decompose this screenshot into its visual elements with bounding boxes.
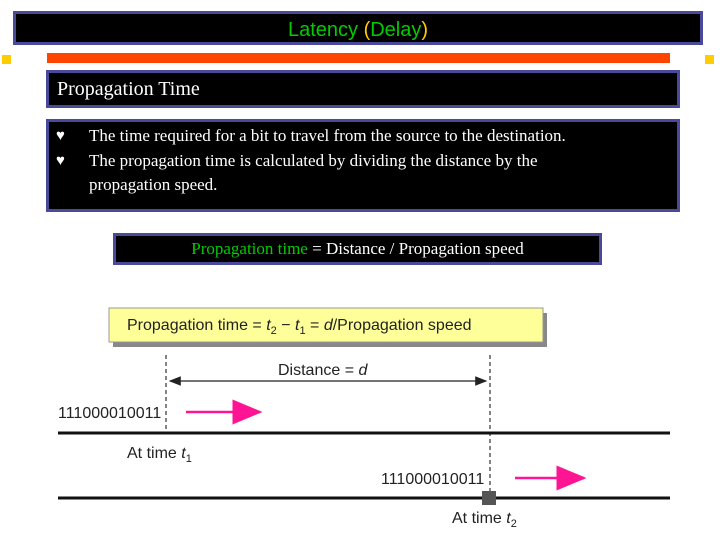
formula-right: Distance / Propagation speed (325, 239, 524, 258)
bullet-2-line1: The propagation time is calculated by di… (89, 151, 538, 170)
accent-square-left (2, 55, 11, 64)
bullet-script-icon: ♥ (56, 153, 65, 169)
figure-formula-box (108, 307, 544, 343)
bullet-1: The time required for a bit to travel fr… (89, 126, 566, 145)
destination-node (482, 491, 496, 505)
formula-left: Propagation time (191, 239, 308, 258)
title-close-paren: ) (421, 19, 429, 41)
title-open-paren: ( (363, 19, 371, 41)
bits-sequence-2: 111000010011 (381, 471, 484, 488)
figure-formula-label: Propagation time = t2 − t1 = d/Propagati… (127, 317, 472, 337)
title-bar: Latency (Delay) (13, 11, 703, 45)
title-main: Latency (287, 19, 364, 41)
time-label-1: At time t1 (127, 445, 192, 465)
distance-label: Distance = d (278, 362, 368, 379)
bullets-box: ♥ The time required for a bit to travel … (46, 119, 680, 212)
formula-eq: = (307, 239, 326, 258)
title-word: Delay (370, 19, 422, 41)
bits-sequence-1: 111000010011 (58, 405, 161, 422)
subtitle-box: Propagation Time (46, 70, 680, 108)
slide-title: Latency (Delay) (16, 19, 700, 42)
subtitle: Propagation Time (57, 78, 200, 100)
bullet-2-line2: propagation speed. (89, 175, 218, 194)
bullet-script-icon: ♥ (56, 128, 65, 144)
accent-bar (47, 53, 670, 63)
formula: Propagation time = Distance / Propagatio… (116, 239, 599, 259)
formula-box: Propagation time = Distance / Propagatio… (113, 233, 602, 265)
accent-square-right (705, 55, 714, 64)
time-label-2: At time t2 (452, 510, 517, 530)
